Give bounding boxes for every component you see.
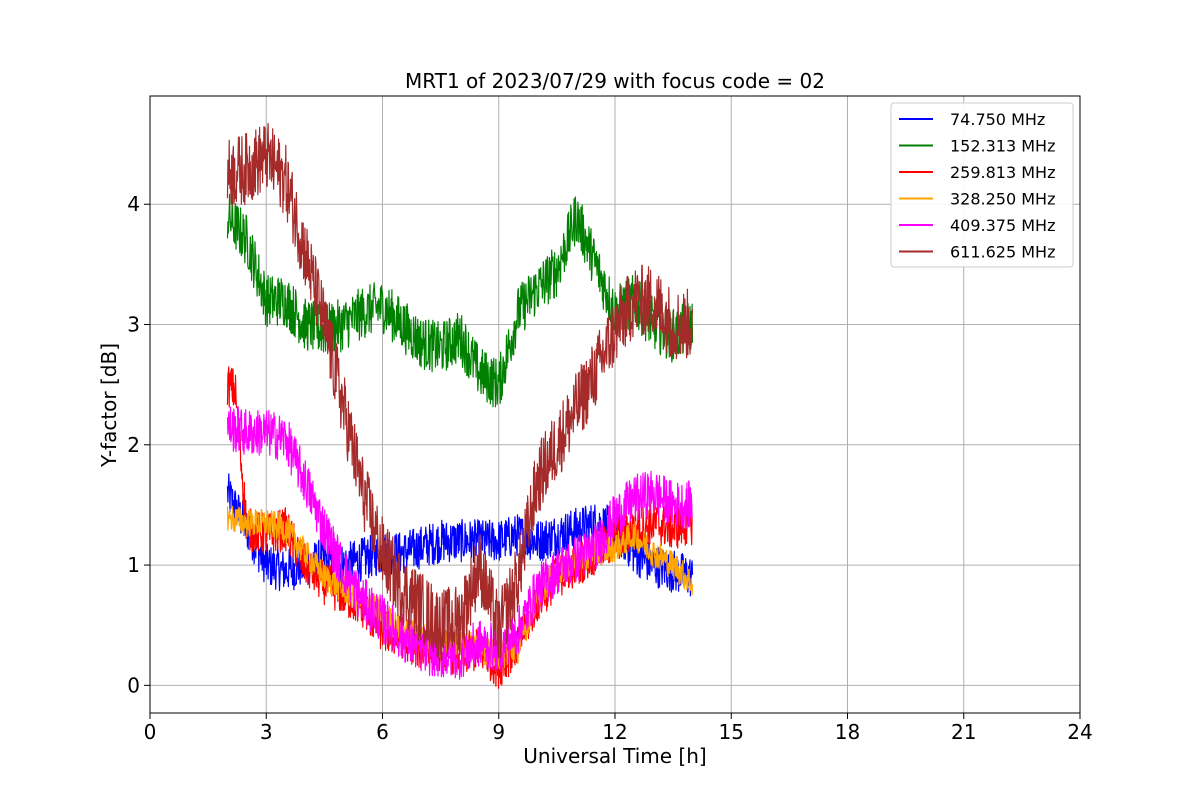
y-tick-label: 2 [127,433,140,457]
y-tick-label: 4 [127,192,140,216]
x-tick-label: 9 [492,720,505,744]
y-tick-label: 1 [127,553,140,577]
plot-area [226,122,694,689]
legend-label: 152.313 MHz [950,137,1055,156]
x-tick-label: 12 [602,720,627,744]
x-tick-label: 15 [719,720,744,744]
x-tick-label: 21 [951,720,976,744]
chart-title: MRT1 of 2023/07/29 with focus code = 02 [405,69,825,93]
x-tick-label: 0 [144,720,157,744]
series-line-1 [226,193,694,408]
x-tick-label: 24 [1067,720,1092,744]
y-axis: 0 1 2 3 4 [127,192,150,697]
legend: 74.750 MHz 152.313 MHz 259.813 MHz 328.250 … [890,102,1074,268]
legend-label: 328.250 MHz [950,190,1055,209]
legend-box [890,102,1074,268]
x-axis-label: Universal Time [h] [523,744,706,768]
legend-label: 259.813 MHz [950,163,1055,182]
y-tick-label: 3 [127,313,140,337]
legend-label: 409.375 MHz [950,216,1055,235]
series-line-5 [226,122,694,661]
series-line-4 [226,406,693,680]
x-axis: 0 3 6 9 12 15 18 21 24 [144,713,1093,744]
y-tick-label: 0 [127,673,140,697]
legend-label: 74.750 MHz [950,110,1045,129]
x-tick-label: 3 [260,720,273,744]
x-tick-label: 18 [835,720,860,744]
y-axis-label: Y-factor [dB] [97,343,121,468]
x-tick-label: 6 [376,720,389,744]
legend-label: 611.625 MHz [950,243,1055,262]
